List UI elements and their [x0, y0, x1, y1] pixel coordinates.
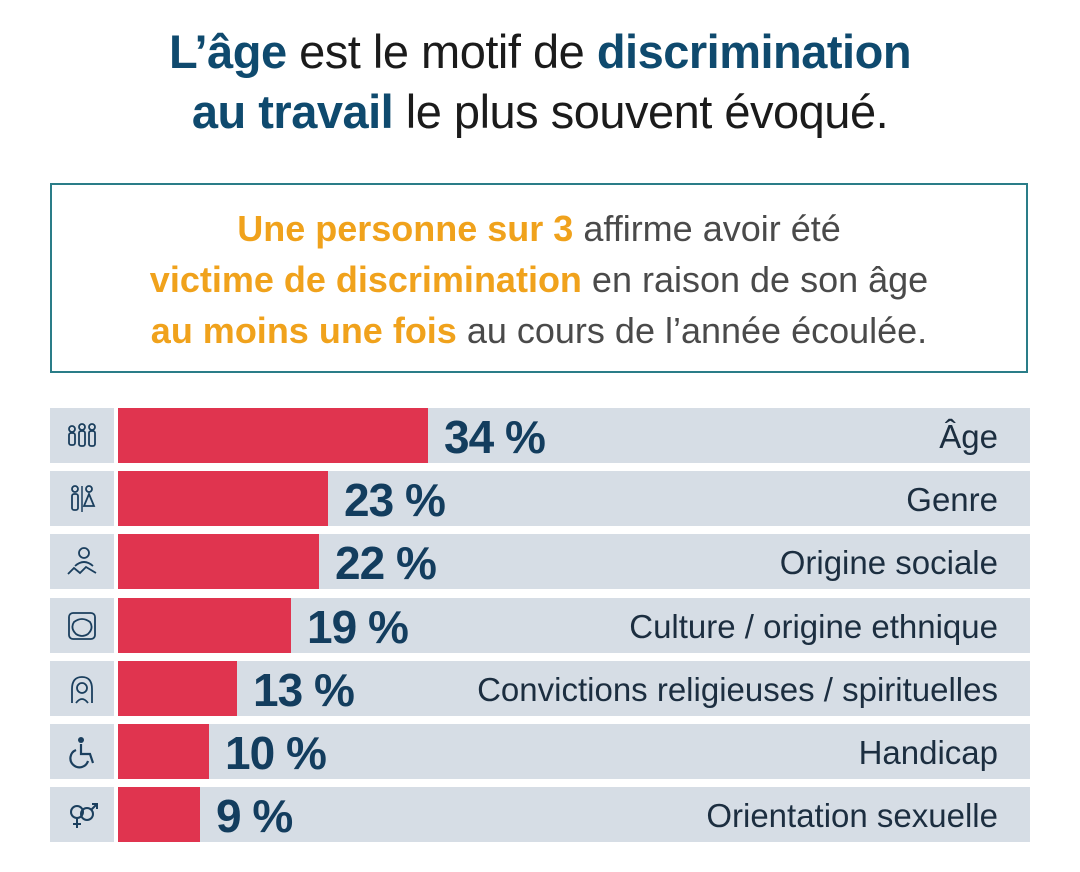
callout-text: affirme avoir été — [573, 208, 841, 249]
callout-accent: victime de discrimination — [149, 259, 582, 300]
bar-track — [118, 787, 1030, 842]
category-label: Âge — [939, 418, 998, 455]
bar-row: 22 % Origine sociale — [50, 534, 1030, 589]
bar — [118, 724, 209, 779]
bar-row: 9 % Orientation sexuelle — [50, 787, 1030, 842]
bar — [118, 787, 200, 842]
bar — [118, 408, 428, 463]
headline-line-2: au travail le plus souvent évoqué. — [0, 82, 1080, 142]
bar-row: 10 % Handicap — [50, 724, 1030, 779]
bar-value-label: 13 % — [253, 664, 355, 716]
callout-box: Une personne sur 3 affirme avoir été vic… — [50, 183, 1028, 373]
wheelchair-icon — [50, 724, 114, 779]
bar-value-label: 23 % — [344, 474, 446, 526]
callout-line-1: Une personne sur 3 affirme avoir été — [52, 203, 1026, 254]
culture-hands-icon — [50, 598, 114, 653]
social-origin-icon — [50, 534, 114, 589]
bar-value-label: 9 % — [216, 790, 293, 842]
headline-text: le plus souvent évoqué. — [393, 85, 889, 138]
bar-track — [118, 724, 1030, 779]
bar-track — [118, 661, 1030, 716]
callout-accent: Une personne sur 3 — [237, 208, 574, 249]
bar-value-label: 10 % — [225, 727, 327, 779]
bar-value-label: 19 % — [307, 601, 409, 653]
bar-value-label: 22 % — [335, 537, 437, 589]
family-icon — [50, 408, 114, 463]
category-label: Handicap — [858, 734, 998, 771]
headline-accent: L’âge — [168, 25, 287, 78]
bar-value-label: 34 % — [444, 411, 546, 463]
callout-text: en raison de son âge — [581, 259, 929, 300]
bar — [118, 534, 319, 589]
callout-text: au cours de l’année écoulée. — [456, 310, 928, 351]
headline: L’âge est le motif de discrimination au … — [0, 22, 1080, 142]
callout-accent: au moins une fois — [150, 310, 457, 351]
headline-accent: discrimination — [596, 25, 912, 78]
gender-icon — [50, 471, 114, 526]
religion-icon — [50, 661, 114, 716]
category-label: Origine sociale — [779, 544, 998, 581]
callout-line-2: victime de discrimination en raison de s… — [52, 254, 1026, 305]
callout-line-3: au moins une fois au cours de l’année éc… — [52, 305, 1026, 356]
category-label: Genre — [906, 481, 998, 518]
category-label: Culture / origine ethnique — [629, 608, 998, 645]
bar — [118, 661, 237, 716]
bar — [118, 471, 328, 526]
bar-row: 19 % Culture / origine ethnique — [50, 598, 1030, 653]
category-label: Orientation sexuelle — [706, 797, 998, 834]
bar-row: 23 % Genre — [50, 471, 1030, 526]
category-label: Convictions religieuses / spirituelles — [477, 671, 998, 708]
headline-line-1: L’âge est le motif de discrimination — [0, 22, 1080, 82]
headline-accent: au travail — [191, 85, 394, 138]
bar-row: 13 % Convictions religieuses / spirituell… — [50, 661, 1030, 716]
sexual-orientation-icon — [50, 787, 114, 842]
bar-row: 34 % Âge — [50, 408, 1030, 463]
headline-text: est le motif de — [286, 25, 597, 78]
bar — [118, 598, 291, 653]
